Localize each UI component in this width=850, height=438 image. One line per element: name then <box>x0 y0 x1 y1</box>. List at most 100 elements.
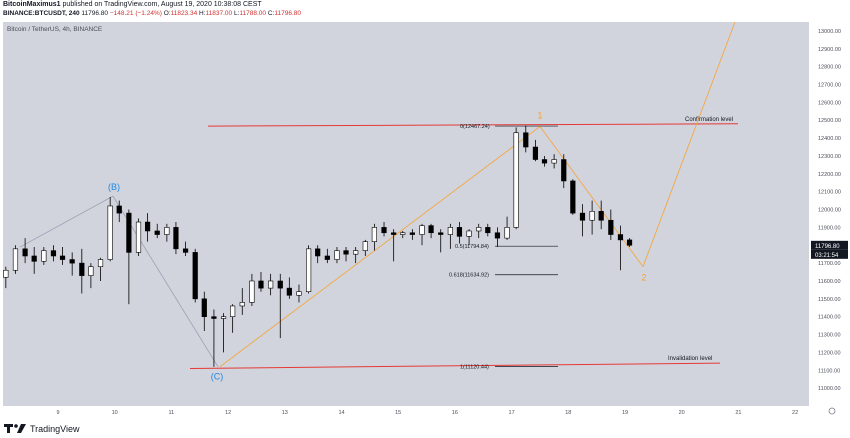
x-tick-label: 20 <box>679 410 685 416</box>
wave-2-line <box>539 126 644 267</box>
confirmation-level-line <box>207 123 739 127</box>
candle-down <box>324 255 330 260</box>
y-tick-label: 12300.00 <box>818 154 841 160</box>
x-tick-label: 9 <box>56 410 59 416</box>
ohlc-h-label: H: <box>199 10 206 17</box>
footer: TradingView <box>0 420 850 438</box>
wave-label-c: (C) <box>211 372 224 382</box>
y-tick-label: 11500.00 <box>818 297 841 303</box>
candle-down <box>173 227 179 250</box>
candle-down <box>428 225 434 234</box>
candle-up <box>135 221 142 253</box>
x-tick-label: 13 <box>282 410 288 416</box>
x-axis[interactable]: 9 10 11 12 13 14 15 16 17 18 19 20 21 22 <box>56 410 798 416</box>
countdown-tag-label: 03:21:54 <box>815 253 839 259</box>
candlestick-chart[interactable]: Bitcoin / TetherUS, 4h, BINANCE 11000.00… <box>0 21 850 417</box>
fib-level-label: 0.5(11794.84) <box>455 244 489 250</box>
candle-down <box>69 259 75 264</box>
candle-down <box>391 232 397 235</box>
candle-up <box>371 227 377 242</box>
invalidation-level-line <box>189 362 721 369</box>
fib-level-label: 0(12467.24) <box>460 124 490 130</box>
y-tick-label: 11000.00 <box>818 386 841 392</box>
candle-down <box>59 255 66 260</box>
candle-down <box>126 212 132 253</box>
candle-down <box>485 227 491 234</box>
candles <box>3 125 633 367</box>
countdown-tag <box>811 249 848 259</box>
y-tick-label: 11700.00 <box>818 261 841 267</box>
candle-up <box>230 305 236 317</box>
candle-down <box>286 287 292 296</box>
candle-up <box>268 280 274 289</box>
candle-up <box>249 280 255 303</box>
plot-background <box>3 22 809 406</box>
wave-label-1: 1 <box>537 110 542 120</box>
y-tick-label: 12500.00 <box>818 118 841 124</box>
chart-header: BitcoinMaximus1 published on TradingView… <box>0 0 850 22</box>
candle-down <box>31 255 37 262</box>
candle-down <box>579 212 586 221</box>
ohlc-close: 11796.80 <box>274 10 301 17</box>
ohlc-c-label: C: <box>267 10 275 17</box>
candle-up <box>353 250 359 255</box>
candle-up <box>466 230 472 237</box>
candle-up <box>164 227 170 235</box>
candle-down <box>456 227 463 237</box>
candle-up <box>476 227 482 232</box>
candle-down <box>116 205 122 214</box>
candle-up <box>362 241 368 251</box>
y-tick-label: 11200.00 <box>818 350 841 356</box>
last-price-tag-label: 11796.80 <box>815 244 840 250</box>
chart-title: Bitcoin / TetherUS, 4h, BINANCE <box>7 26 103 33</box>
candle-down <box>182 248 189 253</box>
x-tick-label: 16 <box>452 410 458 416</box>
candle-up <box>88 266 94 276</box>
candle-up <box>513 132 519 228</box>
x-tick-label: 22 <box>792 410 798 416</box>
scale-settings-icon[interactable] <box>828 407 836 415</box>
x-tick-label: 21 <box>735 410 741 416</box>
candle-down <box>211 316 217 319</box>
candle-down <box>409 232 415 235</box>
y-tick-label: 13000.00 <box>818 29 841 35</box>
candle-down <box>381 227 387 234</box>
x-tick-label: 10 <box>112 410 118 416</box>
y-tick-label: 12000.00 <box>818 208 841 214</box>
chart-area[interactable]: Bitcoin / TetherUS, 4h, BINANCE 11000.00… <box>0 21 850 417</box>
y-tick-label: 11100.00 <box>818 368 840 374</box>
x-tick-label: 12 <box>225 410 231 416</box>
candle-up <box>97 259 104 267</box>
symbol-line: BINANCE:BTCUSDT, 240 11796.80 −148.21 (−… <box>3 10 301 17</box>
wave-abc-line-b <box>19 195 114 248</box>
candle-down <box>561 159 567 182</box>
x-tick-label: 15 <box>395 410 401 416</box>
y-tick-label: 12700.00 <box>818 83 841 89</box>
author-name[interactable]: BitcoinMaximus1 <box>3 1 61 8</box>
candle-down <box>192 252 198 300</box>
candle-up <box>447 227 453 235</box>
x-tick-label: 11 <box>169 410 175 416</box>
candle-down <box>315 248 321 257</box>
candle-down <box>79 262 85 276</box>
y-tick-label: 12200.00 <box>818 172 841 178</box>
brand-name: TradingView <box>30 424 80 434</box>
y-axis[interactable]: 11000.00 11100.00 11200.00 11300.00 11400.00… <box>818 29 841 392</box>
candle-down <box>570 180 576 214</box>
invalidation-level-label: Invalidation level <box>668 356 712 362</box>
y-tick-label: 12400.00 <box>818 136 841 142</box>
y-tick-label: 12800.00 <box>818 65 841 71</box>
last-price: 11796.80 <box>81 10 109 17</box>
x-tick-label: 14 <box>338 410 344 416</box>
candle-down <box>22 248 28 257</box>
wave-label-2: 2 <box>641 273 646 283</box>
price-change: −148.21 (−1.24%) <box>109 10 162 17</box>
candle-up <box>239 302 245 307</box>
publish-line: BitcoinMaximus1 published on TradingView… <box>3 1 262 8</box>
x-tick-label: 18 <box>565 410 571 416</box>
candle-up <box>12 248 19 271</box>
fib-level-label: 0.618(11634.92) <box>449 273 489 279</box>
x-tick-label: 19 <box>622 410 628 416</box>
candle-down <box>626 239 633 246</box>
wave-projection-line <box>642 21 736 267</box>
